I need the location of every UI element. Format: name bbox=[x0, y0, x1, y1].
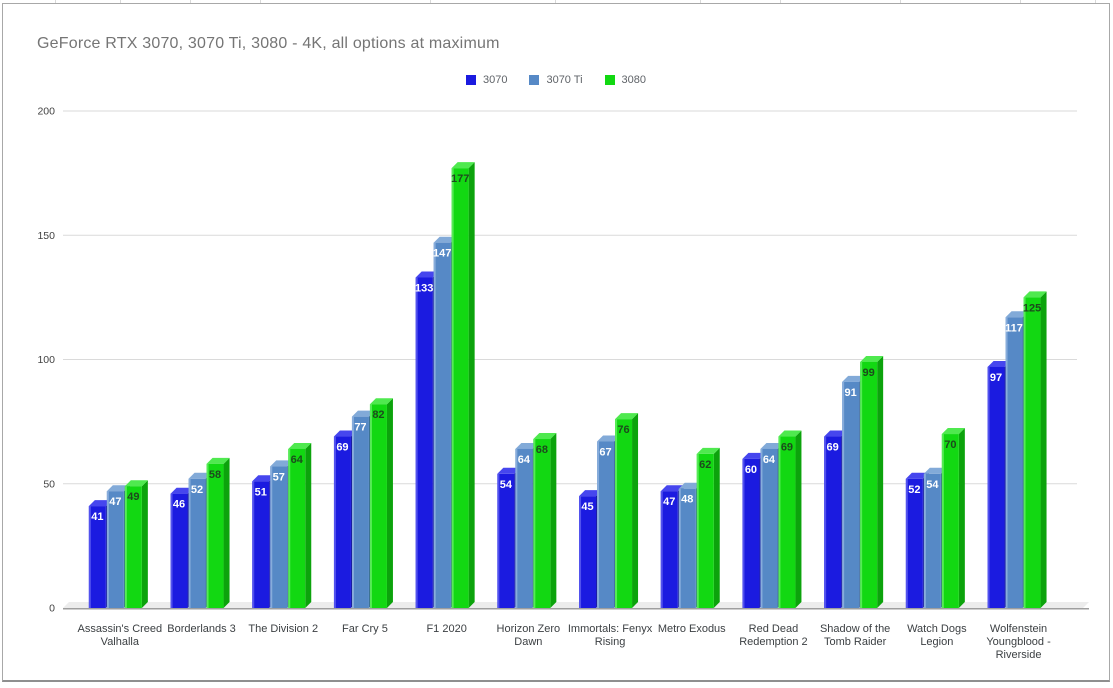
legend-label: 3070 bbox=[482, 74, 508, 86]
category-label: Watch Dogs Legion bbox=[907, 623, 967, 648]
bar-3080-5: 68 bbox=[533, 433, 557, 608]
chart-card: GeForce RTX 3070, 3070 Ti, 3080 - 4K, al… bbox=[2, 3, 1110, 682]
bar-3080-0: 49 bbox=[124, 480, 148, 608]
bar-value-label: 64 bbox=[763, 454, 776, 466]
category-label: Wolfenstein Youngblood -Riverside bbox=[986, 623, 1051, 661]
bar-value-label: 133 bbox=[415, 282, 433, 294]
bar-group: 133 147 177 F1 2020 bbox=[415, 162, 475, 635]
category-label: Shadow of the Tomb Raider bbox=[820, 623, 890, 648]
bar-value-label: 97 bbox=[990, 372, 1002, 384]
legend-label: 3070 Ti bbox=[546, 74, 583, 86]
bar-value-label: 91 bbox=[845, 387, 857, 399]
bar-value-label: 69 bbox=[336, 442, 348, 454]
category-label: F1 2020 bbox=[426, 623, 466, 635]
bar-3080-11: 125 bbox=[1023, 291, 1047, 608]
bar-value-label: 47 bbox=[663, 496, 675, 508]
bar-value-label: 45 bbox=[581, 501, 593, 513]
bar-value-label: 57 bbox=[273, 471, 285, 483]
bar-value-label: 51 bbox=[255, 486, 267, 498]
y-tick-label: 200 bbox=[37, 106, 55, 118]
bar-value-label: 68 bbox=[536, 444, 548, 456]
category-label: Metro Exodus bbox=[658, 623, 726, 635]
bar-3080-4: 177 bbox=[451, 162, 475, 608]
bar-value-label: 147 bbox=[433, 248, 451, 260]
bar-value-label: 52 bbox=[191, 484, 203, 496]
y-tick-label: 100 bbox=[37, 354, 55, 366]
bar-value-label: 62 bbox=[699, 459, 711, 471]
bar-3080-6: 76 bbox=[615, 413, 639, 608]
legend-swatch-icon bbox=[465, 75, 476, 85]
bar-value-label: 77 bbox=[354, 422, 366, 434]
legend-label: 3080 bbox=[621, 74, 647, 86]
bar-value-label: 54 bbox=[500, 479, 513, 491]
bar-value-label: 76 bbox=[617, 424, 629, 436]
spreadsheet-edge-artifacts bbox=[0, 0, 1113, 3]
bar-group: 69 77 82 Far Cry 5 bbox=[333, 398, 393, 635]
category-label: Assassin's Creed Valhalla bbox=[78, 623, 163, 648]
bar-3080-10: 70 bbox=[941, 428, 965, 608]
y-tick-label: 50 bbox=[43, 478, 55, 490]
legend-item-3070[interactable]: 3070 bbox=[465, 74, 508, 86]
bar-3080-9: 99 bbox=[860, 355, 884, 608]
bar-value-label: 58 bbox=[209, 469, 221, 481]
bar-value-label: 60 bbox=[745, 464, 757, 476]
bar-group: 51 57 64 The Division 2 bbox=[248, 442, 318, 635]
category-label: Red Dead Redemption 2 bbox=[739, 623, 808, 648]
bar-value-label: 41 bbox=[91, 511, 103, 523]
bar-chart-canvas: 0 50 100 150 200 41 47 49 Assassin's Creed Valhal… bbox=[37, 106, 1089, 661]
bar-value-label: 70 bbox=[944, 439, 956, 451]
bar-value-label: 64 bbox=[291, 454, 304, 466]
bar-3080-7: 62 bbox=[696, 447, 720, 608]
chart-legend: 3070 3070 Ti 3080 bbox=[3, 74, 1109, 86]
bar-group: 54 64 68 Horizon Zero Dawn bbox=[497, 433, 561, 648]
bar-value-label: 69 bbox=[827, 442, 839, 454]
category-label: Immortals: Fenyx Rising bbox=[568, 623, 653, 648]
bar-value-label: 46 bbox=[173, 499, 185, 511]
bar-3080-2: 64 bbox=[288, 442, 312, 608]
bar-value-label: 125 bbox=[1023, 302, 1041, 314]
bar-value-label: 99 bbox=[863, 367, 875, 379]
bar-3080-1: 58 bbox=[206, 457, 230, 608]
category-label: The Division 2 bbox=[248, 623, 318, 635]
bar-group: 41 47 49 Assassin's Creed Valhalla bbox=[78, 480, 163, 648]
y-tick-label: 0 bbox=[49, 603, 55, 615]
legend-swatch-icon bbox=[529, 75, 540, 85]
bar-value-label: 47 bbox=[109, 496, 121, 508]
bar-group: 69 91 99 Shadow of the Tomb Raider bbox=[820, 355, 890, 648]
bar-value-label: 117 bbox=[1005, 322, 1023, 334]
bar-value-label: 49 bbox=[127, 491, 139, 503]
bar-value-label: 54 bbox=[926, 479, 939, 491]
y-tick-label: 150 bbox=[37, 230, 55, 242]
legend-item-3070ti[interactable]: 3070 Ti bbox=[529, 74, 583, 86]
bar-value-label: 69 bbox=[781, 442, 793, 454]
bar-value-label: 177 bbox=[451, 173, 469, 185]
bar-value-label: 64 bbox=[518, 454, 531, 466]
bar-value-label: 52 bbox=[908, 484, 920, 496]
bar-3080-8: 69 bbox=[778, 430, 802, 608]
bar-group: 60 64 69 Red Dead Redemption 2 bbox=[739, 430, 808, 648]
legend-item-3080[interactable]: 3080 bbox=[604, 74, 647, 86]
category-label: Far Cry 5 bbox=[342, 623, 388, 635]
bar-value-label: 82 bbox=[372, 409, 384, 421]
bar-group: 46 52 58 Borderlands 3 bbox=[167, 457, 236, 635]
category-label: Borderlands 3 bbox=[167, 623, 236, 635]
category-label: Horizon Zero Dawn bbox=[497, 623, 561, 648]
legend-swatch-icon bbox=[604, 75, 615, 85]
bar-group: 52 54 70 Watch Dogs Legion bbox=[905, 428, 967, 648]
chart-title: GeForce RTX 3070, 3070 Ti, 3080 - 4K, al… bbox=[37, 35, 500, 52]
bar-group: 47 48 62 Metro Exodus bbox=[658, 447, 726, 635]
bar-3080-3: 82 bbox=[369, 398, 393, 608]
bar-group: 45 67 76 Immortals: Fenyx Rising bbox=[568, 413, 653, 648]
bar-value-label: 48 bbox=[681, 494, 693, 506]
bar-value-label: 67 bbox=[599, 447, 611, 459]
